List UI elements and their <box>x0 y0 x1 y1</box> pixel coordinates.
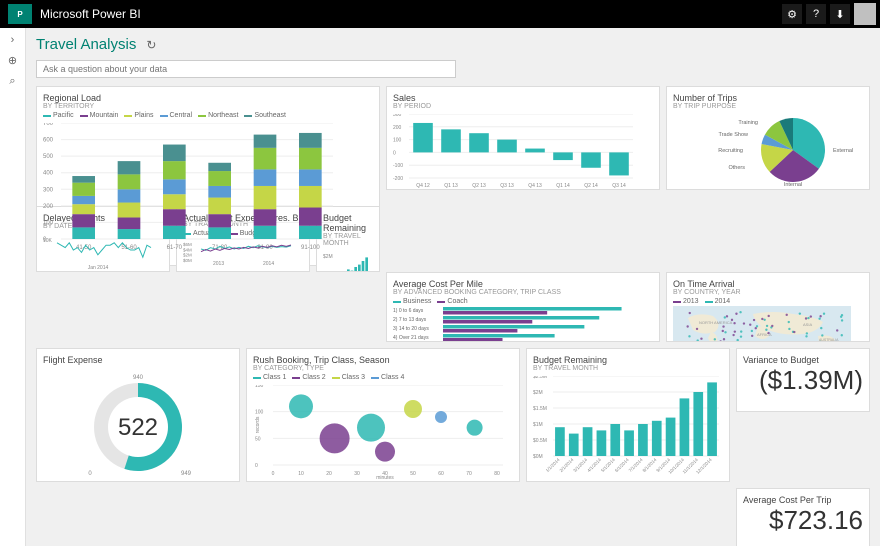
topbar: P Microsoft Power BI ⚙ ? ⬇ <box>0 0 880 28</box>
svg-text:$1.5M: $1.5M <box>533 406 547 412</box>
svg-text:4) Over 21 days: 4) Over 21 days <box>393 335 429 341</box>
expand-icon[interactable]: › <box>11 34 15 46</box>
svg-text:200: 200 <box>43 204 54 210</box>
svg-text:AFRICA: AFRICA <box>757 332 772 337</box>
card-avg-cost-mile[interactable]: Average Cost Per Mile BY ADVANCED BOOKIN… <box>386 272 660 342</box>
app-logo[interactable]: P <box>8 4 32 24</box>
help-icon[interactable]: ? <box>806 4 826 24</box>
svg-text:$0M: $0M <box>183 258 192 263</box>
svg-text:80: 80 <box>494 471 500 477</box>
svg-text:Q3 14: Q3 14 <box>612 183 626 188</box>
search-input[interactable] <box>36 60 456 78</box>
avatar[interactable] <box>854 3 876 25</box>
svg-text:3) 14 to 20 days: 3) 14 to 20 days <box>393 326 429 332</box>
svg-text:60: 60 <box>438 471 444 477</box>
svg-text:$6M: $6M <box>183 242 192 247</box>
svg-text:Q4 13: Q4 13 <box>528 183 542 188</box>
svg-text:$2.5M: $2.5M <box>533 376 547 380</box>
svg-text:Others: Others <box>728 165 745 171</box>
svg-text:940: 940 <box>133 375 144 381</box>
svg-text:records: records <box>255 416 261 433</box>
svg-text:2) 7 to 13 days: 2) 7 to 13 days <box>393 317 427 323</box>
svg-text:2014: 2014 <box>263 261 274 265</box>
svg-text:61-70: 61-70 <box>167 245 183 251</box>
svg-text:Jan 2014: Jan 2014 <box>88 265 109 270</box>
download-icon[interactable]: ⬇ <box>830 4 850 24</box>
svg-text:100: 100 <box>43 220 54 226</box>
svg-text:0: 0 <box>88 471 92 477</box>
sidenav: › ⊕ ⌕ <box>0 28 26 546</box>
gear-icon[interactable]: ⚙ <box>782 4 802 24</box>
svg-text:$0.5M: $0.5M <box>533 438 547 444</box>
svg-text:600: 600 <box>43 138 54 144</box>
svg-text:300: 300 <box>43 187 54 193</box>
svg-text:Internal: Internal <box>784 182 802 188</box>
svg-text:Q2 13: Q2 13 <box>472 183 486 188</box>
svg-text:-100: -100 <box>393 163 403 169</box>
svg-text:10K: 10K <box>43 238 53 244</box>
svg-text:100: 100 <box>393 138 402 144</box>
card-variance[interactable]: Variance to Budget ($1.39M) <box>736 348 870 412</box>
svg-text:Q4 12: Q4 12 <box>416 183 430 188</box>
svg-text:12/1/2014: 12/1/2014 <box>695 457 713 475</box>
card-budget-rem-big[interactable]: Budget Remaining BY TRAVEL MONTH $0M$0.5… <box>526 348 730 482</box>
svg-text:Recruiting: Recruiting <box>718 148 743 154</box>
svg-text:Q3 13: Q3 13 <box>500 183 514 188</box>
svg-text:300: 300 <box>393 114 402 118</box>
svg-text:$2M: $2M <box>183 253 192 258</box>
svg-text:20: 20 <box>326 471 332 477</box>
svg-text:100: 100 <box>255 410 264 416</box>
svg-text:Trade Show: Trade Show <box>719 132 748 138</box>
page-title: Travel Analysis <box>36 36 136 53</box>
svg-text:AUSTRALIA: AUSTRALIA <box>819 338 839 342</box>
app-name: Microsoft Power BI <box>40 7 141 21</box>
svg-text:$2M: $2M <box>323 254 333 260</box>
svg-text:700: 700 <box>43 123 54 127</box>
svg-text:0: 0 <box>393 150 396 156</box>
svg-text:0: 0 <box>255 463 258 469</box>
svg-text:522: 522 <box>118 414 158 441</box>
svg-text:70: 70 <box>466 471 472 477</box>
svg-text:Training: Training <box>738 120 758 126</box>
svg-text:Q1 13: Q1 13 <box>444 183 458 188</box>
card-trips[interactable]: Number of Trips BY TRIP PURPOSE External… <box>666 86 870 190</box>
svg-text:949: 949 <box>181 471 192 477</box>
svg-text:NORTH AMERICA: NORTH AMERICA <box>699 320 733 325</box>
card-avg-trip[interactable]: Average Cost Per Trip $723.16 <box>736 488 870 546</box>
svg-text:500: 500 <box>43 154 54 160</box>
svg-text:200: 200 <box>393 125 402 131</box>
svg-text:minutes: minutes <box>376 475 394 479</box>
card-sales[interactable]: Sales BY PERIOD -200-1000100200300Q4 12Q… <box>386 86 660 190</box>
svg-text:$1M: $1M <box>533 422 543 428</box>
svg-text:$0M: $0M <box>533 454 543 460</box>
svg-text:ASIA: ASIA <box>803 322 812 327</box>
card-rush[interactable]: Rush Booking, Trip Class, Season BY CATE… <box>246 348 520 482</box>
svg-text:50: 50 <box>410 471 416 477</box>
svg-text:150: 150 <box>255 385 264 389</box>
svg-text:2013: 2013 <box>213 261 224 265</box>
svg-text:$2M: $2M <box>533 390 543 396</box>
svg-text:$4M: $4M <box>183 247 192 252</box>
pin-icon[interactable]: ⊕ <box>8 54 17 67</box>
svg-text:91-100: 91-100 <box>301 245 320 251</box>
svg-text:Q1 14: Q1 14 <box>556 183 570 188</box>
svg-text:1) 0 to 6 days: 1) 0 to 6 days <box>393 308 424 314</box>
card-flight-expense[interactable]: Flight Expense 5229400949 <box>36 348 240 482</box>
svg-text:-200: -200 <box>393 176 403 182</box>
refresh-icon[interactable]: ↻ <box>146 38 156 52</box>
card-ontime[interactable]: On Time Arrival BY COUNTRY, YEAR 2013201… <box>666 272 870 342</box>
svg-text:400: 400 <box>43 171 54 177</box>
svg-text:50: 50 <box>255 436 261 442</box>
search-icon[interactable]: ⌕ <box>9 75 15 88</box>
svg-text:30: 30 <box>354 471 360 477</box>
svg-text:0: 0 <box>272 471 275 477</box>
svg-text:External: External <box>833 148 853 154</box>
svg-text:Q2 14: Q2 14 <box>584 183 598 188</box>
svg-text:10: 10 <box>298 471 304 477</box>
